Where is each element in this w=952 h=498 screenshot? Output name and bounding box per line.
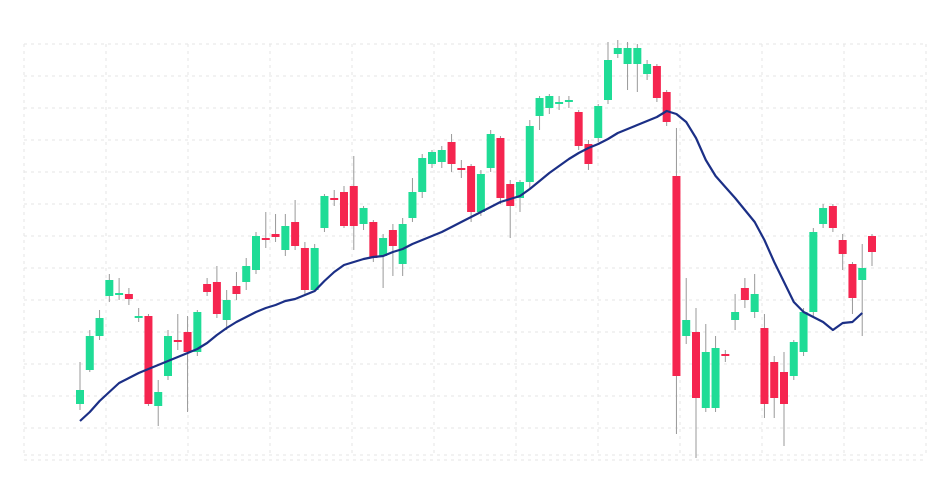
candle-body bbox=[388, 230, 397, 246]
candle-body bbox=[310, 248, 319, 290]
candle-body bbox=[496, 138, 505, 198]
candle-body bbox=[369, 222, 378, 258]
candle-body bbox=[408, 192, 417, 218]
candle-body bbox=[633, 48, 642, 64]
candle-body bbox=[838, 240, 847, 254]
candle-body bbox=[770, 362, 779, 398]
candle-body bbox=[447, 142, 456, 164]
candle-body bbox=[652, 66, 661, 98]
candle-body bbox=[711, 348, 720, 408]
candle-body bbox=[252, 236, 260, 270]
candle-body bbox=[643, 64, 652, 74]
candle-body bbox=[212, 282, 221, 314]
candle-body bbox=[682, 320, 691, 336]
candle-body bbox=[300, 248, 309, 290]
candle-body bbox=[613, 48, 622, 54]
candle-body bbox=[584, 144, 593, 164]
candle-body bbox=[242, 266, 251, 282]
candle-body bbox=[564, 100, 573, 102]
candle-body bbox=[476, 174, 485, 212]
candle-body bbox=[809, 232, 818, 312]
candle-body bbox=[555, 102, 564, 104]
candle-body bbox=[623, 48, 632, 64]
candle-body bbox=[105, 280, 114, 296]
candle-body bbox=[535, 98, 544, 116]
candle-body bbox=[848, 264, 857, 298]
candle-body bbox=[574, 112, 583, 146]
candle-body bbox=[222, 300, 231, 320]
candle-body bbox=[868, 236, 876, 252]
candle-body bbox=[379, 238, 388, 256]
candle-body bbox=[662, 92, 671, 122]
candle-body bbox=[320, 196, 329, 228]
candle-body bbox=[193, 312, 202, 352]
candle-body bbox=[115, 293, 124, 295]
candle-body bbox=[144, 316, 153, 404]
candle-body bbox=[437, 150, 446, 162]
candle-body bbox=[154, 392, 163, 406]
candle-body bbox=[183, 332, 192, 352]
candle-body bbox=[672, 176, 681, 376]
candle-body bbox=[330, 198, 339, 200]
candle-body bbox=[545, 96, 554, 108]
candle-body bbox=[760, 328, 769, 404]
candle-body bbox=[799, 312, 808, 352]
candle-body bbox=[359, 208, 368, 224]
candle-body bbox=[164, 336, 172, 376]
candle-body bbox=[428, 152, 436, 164]
candle-body bbox=[232, 286, 241, 294]
candle-body bbox=[457, 168, 466, 170]
candle-body bbox=[134, 316, 143, 318]
candle-body bbox=[516, 182, 524, 198]
candle-body bbox=[173, 340, 182, 342]
candle-body bbox=[291, 222, 300, 246]
candle-body bbox=[398, 224, 407, 264]
candle-body bbox=[418, 158, 427, 192]
candle-body bbox=[271, 234, 280, 237]
candle-body bbox=[281, 226, 290, 250]
candle-body bbox=[604, 60, 612, 100]
candle-body bbox=[124, 294, 133, 299]
candle-body bbox=[740, 288, 749, 300]
candle-body bbox=[525, 126, 534, 182]
candle-body bbox=[731, 312, 740, 320]
candle-body bbox=[340, 192, 348, 226]
candle-body bbox=[76, 390, 84, 404]
candle-body bbox=[349, 186, 358, 226]
candle-body bbox=[819, 208, 828, 224]
candle-body bbox=[828, 206, 837, 228]
candle-body bbox=[506, 184, 515, 206]
candle-body bbox=[858, 268, 867, 280]
candle-body bbox=[261, 238, 270, 240]
candle-body bbox=[721, 354, 730, 356]
candle-body bbox=[692, 332, 700, 398]
candle-body bbox=[594, 106, 603, 138]
candle-body bbox=[486, 134, 495, 168]
candle-body bbox=[467, 166, 476, 212]
candle-body bbox=[95, 318, 104, 336]
candle-body bbox=[203, 284, 212, 292]
moving-average-line bbox=[79, 109, 863, 422]
candle-body bbox=[701, 352, 710, 408]
candle-body bbox=[780, 372, 788, 404]
candle-body bbox=[750, 294, 759, 312]
candle-body bbox=[85, 336, 94, 370]
candle-body bbox=[789, 342, 798, 376]
